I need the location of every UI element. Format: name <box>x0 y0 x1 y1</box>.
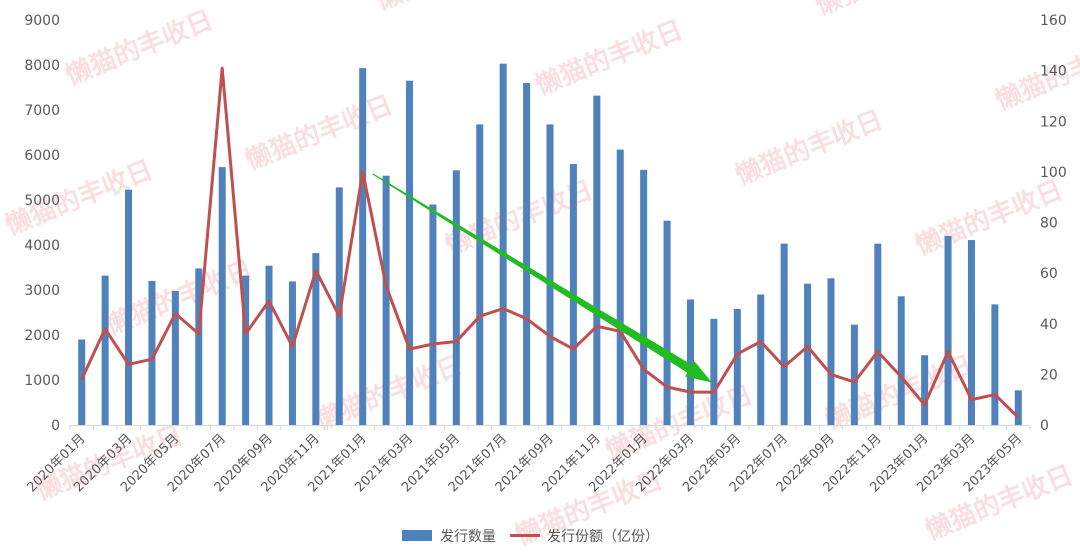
y-left-tick-label: 2000 <box>24 328 60 344</box>
watermark-text: 懒猫的丰收日 <box>731 104 887 191</box>
bar <box>710 318 718 425</box>
line-series <box>80 66 1020 419</box>
bar <box>312 253 320 425</box>
legend-label-bar: 发行数量 <box>440 529 496 545</box>
bar <box>335 187 343 425</box>
bar <box>406 80 414 425</box>
trend-arrow-head <box>685 361 712 383</box>
legend-label-line: 发行份额（亿份） <box>547 529 659 545</box>
bar <box>523 83 531 425</box>
y-left-tick-label: 6000 <box>24 148 60 164</box>
y-left-tick-label: 4000 <box>24 238 60 254</box>
bar <box>780 243 788 425</box>
bar <box>967 240 975 425</box>
bar <box>757 294 765 425</box>
y-left-tick-label: 7000 <box>24 103 60 119</box>
watermark-text: 懒猫的丰收日 <box>241 89 397 176</box>
trend-arrow-shaft <box>372 173 693 373</box>
bar <box>242 275 250 425</box>
bar <box>546 124 554 426</box>
bar <box>640 169 648 425</box>
bar <box>991 304 999 425</box>
bar <box>944 236 952 425</box>
bar <box>897 296 905 425</box>
bar <box>827 278 835 425</box>
y-left-tick-label: 1000 <box>24 373 60 389</box>
y-right-tick-label: 40 <box>1040 317 1058 333</box>
bar <box>499 63 507 426</box>
y-left-tick-label: 9000 <box>24 13 60 29</box>
y-left-tick-label: 3000 <box>24 283 60 299</box>
bar <box>850 324 858 425</box>
bar <box>78 339 86 425</box>
y-right-tick-label: 80 <box>1040 216 1058 232</box>
y-left-tick-label: 8000 <box>24 58 60 74</box>
bar <box>804 283 812 425</box>
y-right-tick-label: 100 <box>1040 165 1067 181</box>
watermark-text: 懒猫的丰收日 <box>371 0 527 16</box>
y-right-tick-label: 20 <box>1040 367 1058 383</box>
bar <box>171 290 179 425</box>
watermark-text: 懒猫的丰收日 <box>101 254 257 341</box>
y-right-tick-label: 60 <box>1040 266 1058 282</box>
bar <box>593 95 601 425</box>
bar <box>1014 390 1022 425</box>
bar <box>148 281 156 425</box>
bar <box>921 355 929 425</box>
y-right-tick-label: 160 <box>1040 13 1067 29</box>
watermark-text: 懒猫的丰收日 <box>811 0 967 21</box>
y-left-tick-label: 5000 <box>24 193 60 209</box>
bar <box>663 220 671 425</box>
bar <box>125 189 133 425</box>
watermark-text: 懒猫的丰收日 <box>531 14 687 101</box>
bar <box>218 167 226 425</box>
watermark-text: 懒猫的丰收日 <box>61 4 217 91</box>
bar <box>874 243 882 425</box>
bar <box>359 68 367 426</box>
bar <box>101 275 109 425</box>
bar <box>382 175 390 425</box>
bar <box>452 170 460 425</box>
legend: 发行数量 发行份额（亿份） <box>402 529 659 545</box>
bar <box>733 308 741 425</box>
bar <box>265 265 273 425</box>
trend-arrow <box>372 173 712 383</box>
y-right-tick-label: 120 <box>1040 114 1067 130</box>
bar <box>686 299 694 425</box>
y-right-tick-label: 0 <box>1040 418 1049 434</box>
bar <box>616 149 624 425</box>
y-left-tick-label: 0 <box>51 418 60 434</box>
bar <box>476 124 484 426</box>
y-right-tick-label: 140 <box>1040 64 1067 80</box>
bar <box>195 268 203 425</box>
bar <box>288 281 296 425</box>
bar <box>429 204 437 425</box>
legend-swatch-bar <box>402 530 432 541</box>
